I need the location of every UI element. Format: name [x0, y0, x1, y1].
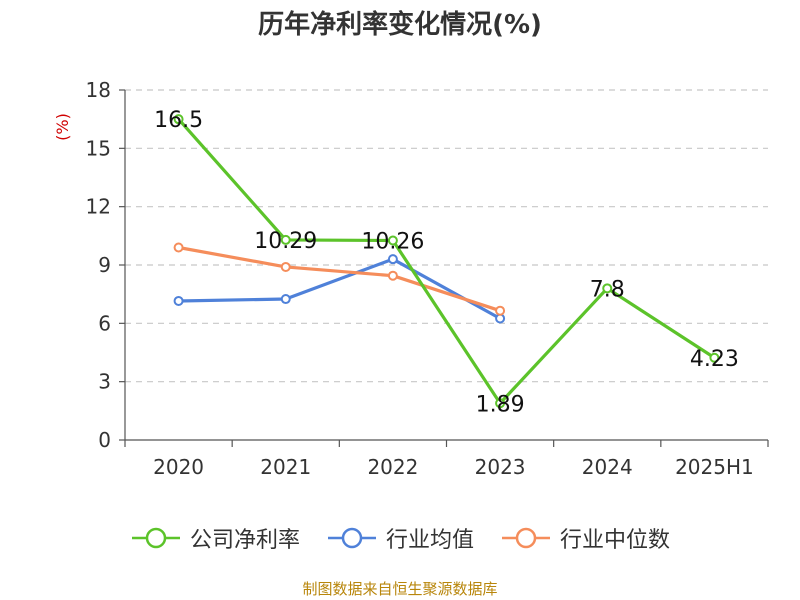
y-tick-label: 9 [98, 253, 111, 277]
x-tick-label: 2024 [582, 455, 633, 479]
data-point [387, 254, 398, 265]
y-tick-label: 15 [86, 136, 111, 160]
data-label: 4.23 [690, 347, 739, 372]
y-tick-label: 0 [98, 428, 111, 452]
series-line [178, 245, 501, 313]
data-point [495, 305, 506, 316]
data-point [602, 283, 613, 294]
data-label: 10.26 [361, 230, 424, 255]
legend-line-icon [327, 527, 376, 549]
data-point [387, 235, 398, 246]
data-point [280, 261, 291, 272]
legend-item[interactable]: 公司净利率 [130, 522, 300, 554]
legend-label: 行业中位数 [560, 528, 671, 553]
data-point [173, 114, 184, 125]
data-point [173, 242, 184, 253]
legend-label: 行业均值 [385, 528, 474, 553]
data-label: 7.8 [590, 277, 625, 302]
legend: 公司净利率 行业均值 行业中位数 [0, 522, 800, 554]
legend-line-icon [502, 527, 550, 549]
legend-item[interactable]: 行业中位数 [500, 522, 670, 554]
data-point [387, 270, 398, 281]
y-tick-label: 3 [98, 370, 111, 394]
x-tick-label: 2023 [475, 455, 526, 479]
x-tick-label: 2025H1 [675, 455, 754, 479]
legend-item[interactable]: 行业均值 [326, 522, 474, 554]
data-label: 1.89 [476, 392, 525, 417]
data-point [280, 234, 291, 245]
legend-line-icon [131, 527, 180, 549]
x-tick-label: 2022 [367, 455, 418, 479]
grid-lines [125, 89, 768, 383]
x-tick-label: 2020 [153, 455, 204, 479]
data-point [280, 294, 291, 305]
chart-title: 历年净利率变化情况(%) [258, 10, 542, 40]
data-label: 16.5 [154, 108, 203, 133]
y-axis-label: (%) [53, 113, 72, 141]
data-point [495, 398, 506, 409]
y-tick-label: 18 [86, 78, 111, 102]
data-point [709, 352, 720, 363]
x-tick-label: 2021 [260, 455, 311, 479]
series-line [177, 118, 716, 405]
series-lines [173, 114, 720, 409]
y-tick-label: 6 [98, 311, 111, 335]
source-note: 制图数据来自恒生聚源数据库 [302, 580, 498, 598]
y-tick-label: 12 [86, 195, 111, 219]
series-line [178, 257, 501, 320]
data-label: 10.29 [254, 229, 317, 254]
data-labels: 16.5 10.29 10.26 1.89 7.8 4.23 [154, 108, 739, 417]
data-point [173, 295, 184, 306]
legend-label: 公司净利率 [189, 528, 300, 553]
axes: 0 3 6 9 12 15 18 2020 2021 2022 2023 2024 2025H1 [86, 78, 769, 479]
